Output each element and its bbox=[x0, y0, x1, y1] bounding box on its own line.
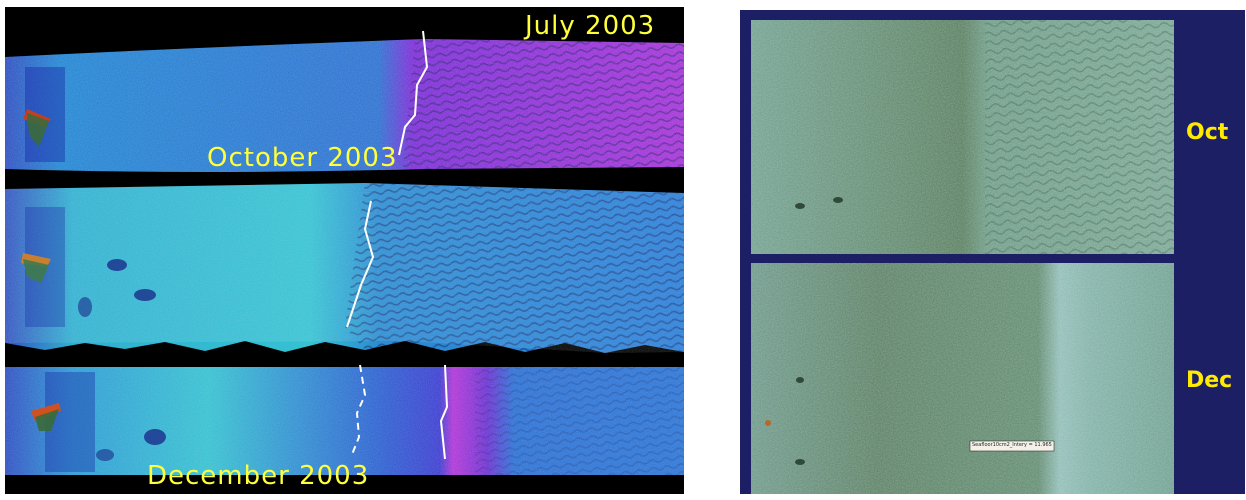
survey-vessel-icon bbox=[23, 109, 51, 147]
measurement-tag bbox=[969, 440, 1055, 452]
survey-vessel-icon bbox=[31, 403, 61, 431]
label-july-2003: July 2003 bbox=[525, 11, 656, 41]
survey-vessel-icon bbox=[21, 253, 51, 283]
bathymetry-image bbox=[5, 30, 684, 475]
label-december-2003: December 2003 bbox=[147, 461, 370, 491]
boundary-line-october-projected bbox=[350, 364, 367, 458]
measurement-tag-text: Seafloor10cm2_Intery = 11.965 bbox=[972, 442, 1052, 448]
bathymetry-panel: July 2003 October 2003 December 2003 bbox=[5, 7, 684, 494]
label-oct: Oct bbox=[1186, 120, 1229, 145]
boundary-line-december bbox=[439, 364, 449, 460]
boundary-line-july bbox=[398, 30, 429, 156]
label-dec: Dec bbox=[1186, 368, 1233, 393]
label-october-2003: October 2003 bbox=[207, 143, 398, 173]
sidescan-panel: Seafloor10cm2_Intery = 11.965 Oct Dec bbox=[740, 10, 1245, 494]
sidescan-image bbox=[751, 20, 1174, 494]
boundary-line-october bbox=[346, 200, 375, 328]
